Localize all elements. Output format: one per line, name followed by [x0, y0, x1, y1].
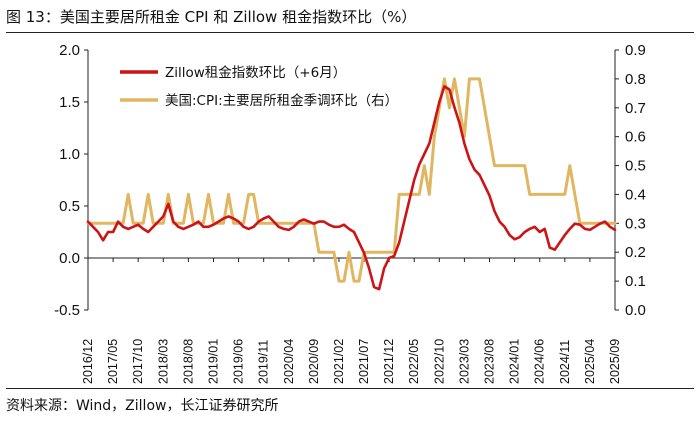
x-tick-label: 2019/01 — [206, 339, 220, 384]
x-tick-label: 2020/09 — [307, 339, 321, 384]
x-tick-label: 2018/03 — [156, 339, 170, 384]
chart-legend: Zillow租金指数环比（+6月） 美国:CPI:主要居所租金季调环比（右） — [120, 65, 398, 109]
right-tick-label: 0.8 — [625, 71, 646, 88]
source-note: 资料来源：Wind，Zillow，长江证券研究所 — [6, 398, 279, 414]
right-tick-label: 0.6 — [625, 129, 646, 146]
right-tick-label: 0.9 — [625, 42, 646, 59]
right-tick-label: 0.1 — [625, 273, 646, 290]
x-tick-label: 2018/08 — [181, 339, 195, 384]
cpi-rent-series-line — [86, 77, 617, 283]
x-tick-label: 2024/11 — [558, 340, 572, 384]
left-tick-label: 0.5 — [59, 198, 80, 215]
chart-axes: -0.5 0.0 0.5 1.0 1.5 2.0 0.0 0.1 0.2 0.3 0.4 0.5 0.6… — [54, 42, 646, 384]
x-tick-label: 2024/01 — [508, 339, 522, 384]
right-tick-label: 0.0 — [625, 302, 646, 319]
left-tick-label: -0.5 — [54, 302, 80, 319]
x-tick-label: 2016/12 — [81, 339, 95, 384]
x-tick-label: 2017/10 — [131, 339, 145, 384]
left-tick-label: 1.5 — [59, 94, 80, 111]
right-tick-label: 0.2 — [625, 244, 646, 261]
x-tick-label: 2025/09 — [608, 339, 622, 384]
left-tick-label: 0.0 — [59, 250, 80, 267]
right-tick-label: 0.5 — [625, 158, 646, 175]
title-divider — [6, 32, 694, 33]
x-tick-label: 2019/06 — [232, 339, 246, 384]
x-tick-label: 2021/02 — [332, 339, 346, 384]
footer-divider — [6, 388, 694, 389]
chart-title: 图 13：美国主要居所租金 CPI 和 Zillow 租金指数环比（%） — [6, 8, 417, 26]
legend-label: 美国:CPI:主要居所租金季调环比（右） — [165, 93, 398, 109]
x-tick-label: 2017/05 — [106, 339, 120, 384]
x-tick-label: 2021/07 — [357, 339, 371, 384]
left-tick-label: 2.0 — [59, 42, 80, 59]
right-tick-label: 0.3 — [625, 215, 646, 232]
x-tick-label: 2020/04 — [282, 339, 296, 384]
x-tick-label: 2023/03 — [457, 339, 471, 384]
chart-series — [86, 77, 617, 291]
x-tick-label: 2019/11 — [257, 340, 271, 384]
x-tick-label: 2021/12 — [382, 339, 396, 384]
x-tick-label: 2022/10 — [432, 339, 446, 384]
zillow-series-line — [86, 85, 617, 291]
x-tick-label: 2022/05 — [407, 339, 421, 384]
legend-label: Zillow租金指数环比（+6月） — [165, 65, 346, 81]
x-tick-label: 2023/08 — [483, 339, 497, 384]
right-tick-label: 0.7 — [625, 100, 646, 117]
x-tick-label: 2024/06 — [533, 339, 547, 384]
right-tick-label: 0.4 — [625, 186, 646, 203]
left-tick-label: 1.0 — [59, 146, 80, 163]
x-tick-label: 2025/04 — [583, 339, 597, 384]
